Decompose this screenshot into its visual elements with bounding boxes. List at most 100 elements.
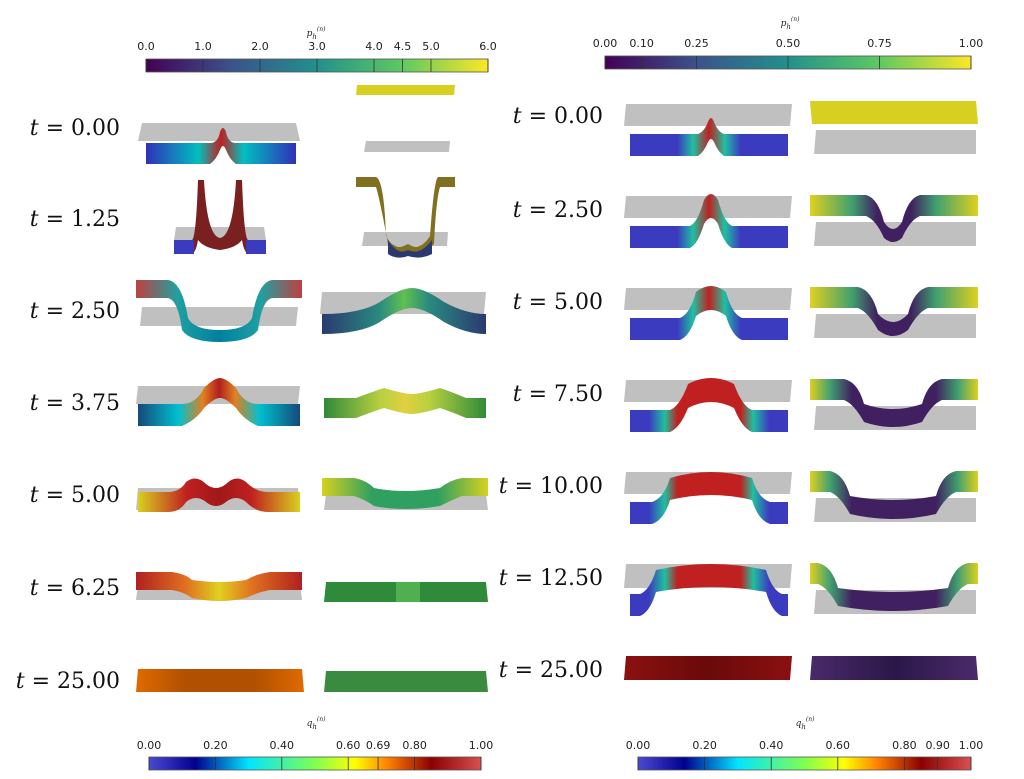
colorbar-tick-label: 4.0 — [365, 40, 383, 53]
surface-q-t625 — [136, 572, 302, 601]
colorbar-tick-label: 2.0 — [251, 40, 269, 53]
q-surface — [630, 472, 788, 524]
colorbar-tick-label: 5.0 — [422, 40, 440, 53]
colorbar-tick-label: 0.80 — [892, 739, 917, 752]
right-time-labels: t = 0.00 t = 2.50 t = 5.00 t = 7.50 t = … — [499, 104, 603, 683]
q-surface — [630, 286, 788, 340]
surface-p-t500 — [810, 287, 978, 338]
gray-plane — [364, 141, 450, 152]
left-time-labels: t = 0.00 t = 1.25 t = 2.50 t = 3.75 t = … — [16, 116, 120, 694]
q-surface — [176, 180, 264, 254]
colorbar-p-left-title: ph(n) — [307, 26, 326, 41]
surface-q-t2500 — [136, 669, 304, 692]
colorbar-tick-label: 0.00 — [137, 739, 162, 752]
p-surface — [810, 195, 978, 242]
colorbar-q-right: qh(n) 0.00 0.20 0.40 0.60 0.80 0.90 1.00 — [626, 716, 984, 771]
q-surface — [146, 128, 296, 164]
time-label: t = 25.00 — [499, 658, 603, 683]
p-surface — [322, 478, 488, 509]
left-q-surfaces — [136, 123, 304, 692]
time-label: t = 10.00 — [499, 474, 603, 499]
surface-p-t2500 — [810, 656, 978, 680]
p-surface — [810, 379, 978, 427]
q-surface — [630, 118, 788, 156]
surface-q-t2500 — [624, 656, 792, 680]
colorbar-q-right-ticks: 0.00 0.20 0.40 0.60 0.80 0.90 1.00 — [626, 739, 984, 770]
colorbar-q-right-gradient — [637, 756, 972, 771]
left-p-surfaces — [320, 85, 488, 692]
q-surface — [630, 564, 788, 616]
p-surface — [810, 471, 978, 519]
p-surface — [810, 563, 978, 611]
surface-p-t250 — [320, 288, 486, 334]
q-surface-edge — [246, 240, 266, 254]
p-surface — [324, 671, 488, 692]
q-surface — [138, 378, 300, 426]
colorbar-q-left: qh(n) 0.00 0.20 0.40 0.60 0.69 0.80 1.00 — [137, 716, 493, 771]
colorbar-p-left-ticks: 0.0 1.0 2.0 3.0 4.0 4.5 5.0 6.0 — [137, 40, 497, 72]
surface-p-t2500 — [324, 671, 488, 692]
gray-plane — [140, 307, 298, 326]
colorbar-tick-label: 0.25 — [684, 37, 709, 50]
colorbar-tick-label: 0.60 — [336, 739, 361, 752]
surface-p-t0 — [810, 101, 978, 154]
colorbar-tick-label: 0.80 — [402, 739, 427, 752]
surface-p-t750 — [810, 379, 978, 430]
colorbar-tick-label: 0.20 — [203, 739, 228, 752]
p-surface — [322, 288, 486, 334]
colorbar-tick-label: 0.90 — [925, 739, 950, 752]
p-surface — [810, 287, 978, 336]
time-label: t = 0.00 — [513, 104, 603, 129]
colorbar-tick-label: 4.5 — [394, 40, 412, 53]
colorbar-p-right-title: ph(n) — [781, 16, 800, 31]
q-surface-edge — [174, 240, 194, 254]
gray-plane — [362, 232, 448, 246]
p-surface — [356, 85, 455, 95]
surface-q-t750 — [624, 378, 792, 432]
surface-q-t1250 — [624, 564, 792, 616]
time-label: t = 5.00 — [30, 483, 120, 508]
time-label: t = 0.00 — [30, 116, 120, 141]
gray-plane — [814, 130, 976, 154]
surface-p-t625 — [324, 582, 488, 602]
colorbar-tick-label: 0.10 — [629, 37, 654, 50]
q-surface — [136, 280, 302, 342]
colorbar-tick-label: 1.0 — [194, 40, 212, 53]
surface-q-t250 — [624, 194, 792, 248]
colorbar-q-left-gradient — [148, 756, 482, 771]
right-q-surfaces — [624, 104, 792, 680]
colorbar-q-right-title: qh(n) — [796, 716, 815, 731]
colorbar-tick-label: 1.00 — [959, 37, 984, 50]
colorbar-q-left-ticks: 0.00 0.20 0.40 0.60 0.69 0.80 1.00 — [137, 739, 493, 770]
q-surface — [630, 194, 788, 248]
gray-plane — [624, 104, 792, 126]
colorbar-tick-label: 1.00 — [959, 739, 984, 752]
surface-q-t125 — [174, 180, 266, 254]
surface-p-t1250 — [810, 563, 978, 614]
time-label: t = 3.75 — [30, 391, 120, 416]
surface-p-t0 — [356, 85, 455, 152]
p-surface — [810, 101, 978, 124]
colorbar-tick-label: 6.0 — [479, 40, 497, 53]
surface-q-t500 — [624, 286, 792, 340]
surface-p-t125 — [356, 177, 455, 258]
p-surface — [810, 656, 978, 680]
colorbar-p-right-ticks: 0.00 0.10 0.25 0.50 0.75 1.00 — [593, 37, 984, 69]
colorbar-p-right: ph(n) 0.00 0.10 0.25 0.50 0.75 1.00 — [593, 16, 984, 70]
colorbar-q-left-title: qh(n) — [307, 716, 326, 731]
p-surface — [324, 388, 486, 418]
time-label: t = 7.50 — [513, 382, 603, 407]
colorbar-tick-label: 0.69 — [366, 739, 391, 752]
p-surface-bottom — [388, 240, 432, 258]
q-surface — [138, 478, 300, 512]
gray-plane — [138, 123, 300, 141]
q-surface — [630, 378, 788, 432]
time-label: t = 1.25 — [30, 207, 120, 232]
surface-q-t0 — [624, 104, 792, 156]
surface-p-t375 — [324, 388, 486, 418]
time-label: t = 12.50 — [499, 566, 603, 591]
q-surface — [136, 572, 302, 601]
colorbar-tick-label: 0.00 — [593, 37, 618, 50]
time-label: t = 2.50 — [513, 198, 603, 223]
